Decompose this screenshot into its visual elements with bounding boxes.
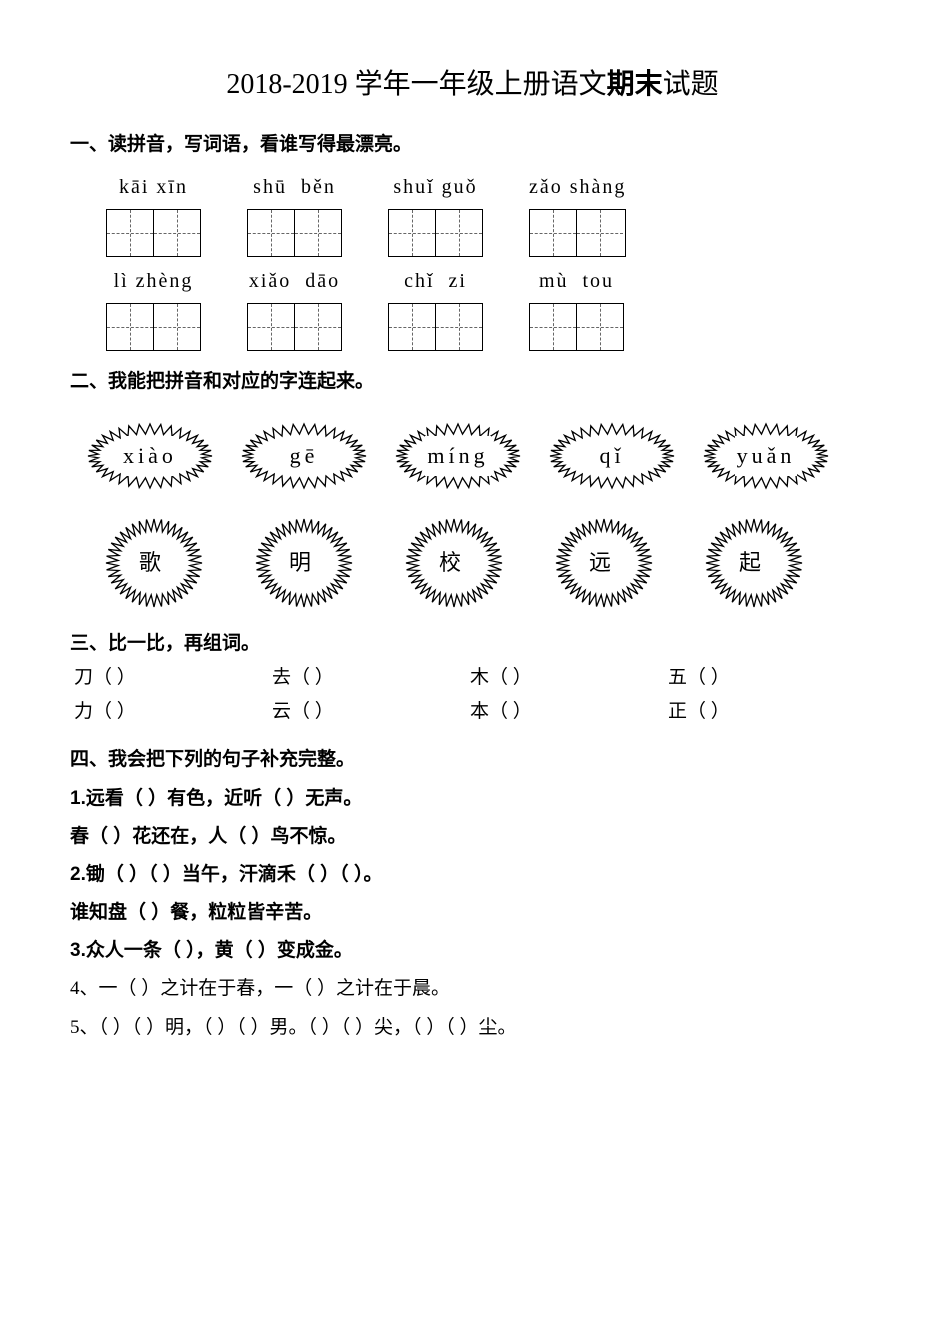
sunburst-label: qǐ	[597, 436, 626, 476]
writing-box[interactable]	[388, 303, 483, 351]
compare-item: 云（ ）	[272, 695, 470, 729]
sunburst-label: gē	[288, 436, 321, 476]
compare-item: 力（ ）	[74, 695, 272, 729]
pinyin-block: xiǎo dāo	[247, 263, 342, 351]
sunburst-pinyin[interactable]: gē	[234, 417, 374, 495]
match-chars-row: 歌明校远起	[94, 513, 875, 613]
title-pre: 2018-2019 学年一年级上册语文	[226, 69, 606, 100]
writing-box[interactable]	[529, 303, 624, 351]
pinyin-block: lì zhèng	[106, 263, 201, 351]
section-3-heading: 三、比一比，再组词。	[70, 627, 875, 661]
compare-area: 刀（ ）去（ ）木（ ）五（ ） 力（ ）云（ ）本（ ）正（ ）	[74, 661, 875, 729]
pinyin-label: chǐ zi	[388, 263, 483, 299]
compare-item: 五（ ）	[668, 661, 866, 695]
section-4-heading: 四、我会把下列的句子补充完整。	[70, 743, 875, 777]
pinyin-label: shū běn	[247, 169, 342, 205]
pinyin-block: kāi xīn	[106, 169, 201, 257]
fill-blank-line: 2.锄（ ）（ ）当午，汗滴禾（ ）（ ）。	[70, 858, 875, 892]
pinyin-label: kāi xīn	[106, 169, 201, 205]
sunburst-label: 明	[287, 543, 321, 583]
pinyin-writing-area: kāi xīn shū běn shuǐ guǒ zǎo shàng lì zhèng x…	[70, 169, 875, 351]
writing-box[interactable]	[106, 303, 201, 351]
section-1-heading: 一、读拼音，写词语，看谁写得最漂亮。	[70, 128, 875, 162]
sunburst-label: míng	[425, 436, 490, 476]
sunburst-pinyin[interactable]: qǐ	[542, 417, 682, 495]
pinyin-label: xiǎo dāo	[247, 263, 342, 299]
fill-blank-line: 1.远看（ ）有色，近听（ ）无声。	[70, 782, 875, 816]
pinyin-label: mù tou	[529, 263, 624, 299]
sunburst-char[interactable]: 明	[244, 513, 364, 613]
writing-box[interactable]	[247, 303, 342, 351]
title-bold: 期末	[607, 69, 663, 100]
compare-item: 正（ ）	[668, 695, 866, 729]
page-title: 2018-2019 学年一年级上册语文期末试题	[70, 60, 875, 110]
fill-blank-line: 3.众人一条（ ），黄（ ）变成金。	[70, 934, 875, 968]
fill-blank-line: 春（ ）花还在，人（ ）鸟不惊。	[70, 820, 875, 854]
sunburst-label: xiào	[121, 436, 179, 476]
sunburst-char[interactable]: 歌	[94, 513, 214, 613]
compare-item: 刀（ ）	[74, 661, 272, 695]
sunburst-char[interactable]: 校	[394, 513, 514, 613]
section-2-heading: 二、我能把拼音和对应的字连起来。	[70, 365, 875, 399]
compare-item: 本（ ）	[470, 695, 668, 729]
writing-box[interactable]	[106, 209, 201, 257]
pinyin-block: shū běn	[247, 169, 342, 257]
pinyin-block: mù tou	[529, 263, 624, 351]
pinyin-label: shuǐ guǒ	[388, 169, 483, 205]
sunburst-char[interactable]: 远	[544, 513, 664, 613]
sunburst-char[interactable]: 起	[694, 513, 814, 613]
fill-blank-line: 5、（ ）（ ）明，（ ）（ ）男。（ ）（ ）尖，（ ）（ ）尘。	[70, 1011, 875, 1045]
title-post: 试题	[663, 69, 719, 100]
pinyin-block: zǎo shàng	[529, 169, 626, 257]
writing-box[interactable]	[247, 209, 342, 257]
fill-blank-line: 谁知盘（ ）餐，粒粒皆辛苦。	[70, 896, 875, 930]
compare-item: 木（ ）	[470, 661, 668, 695]
sunburst-label: 起	[737, 543, 771, 583]
fill-blank-line: 4、一（ ）之计在于春，一（ ）之计在于晨。	[70, 972, 875, 1006]
pinyin-block: shuǐ guǒ	[388, 169, 483, 257]
compare-item: 去（ ）	[272, 661, 470, 695]
sunburst-label: 校	[437, 543, 471, 583]
match-pinyin-row: xiào gē míng qǐ yuǎn	[80, 417, 875, 495]
fill-blank-area: 1.远看（ ）有色，近听（ ）无声。春（ ）花还在，人（ ）鸟不惊。 2.锄（ ）…	[70, 782, 875, 1045]
writing-box[interactable]	[529, 209, 626, 257]
pinyin-block: chǐ zi	[388, 263, 483, 351]
sunburst-label: 歌	[137, 543, 171, 583]
pinyin-label: lì zhèng	[106, 263, 201, 299]
writing-box[interactable]	[388, 209, 483, 257]
pinyin-label: zǎo shàng	[529, 169, 626, 205]
sunburst-pinyin[interactable]: xiào	[80, 417, 220, 495]
sunburst-label: yuǎn	[735, 436, 798, 476]
sunburst-label: 远	[587, 543, 621, 583]
sunburst-pinyin[interactable]: yuǎn	[696, 417, 836, 495]
sunburst-pinyin[interactable]: míng	[388, 417, 528, 495]
